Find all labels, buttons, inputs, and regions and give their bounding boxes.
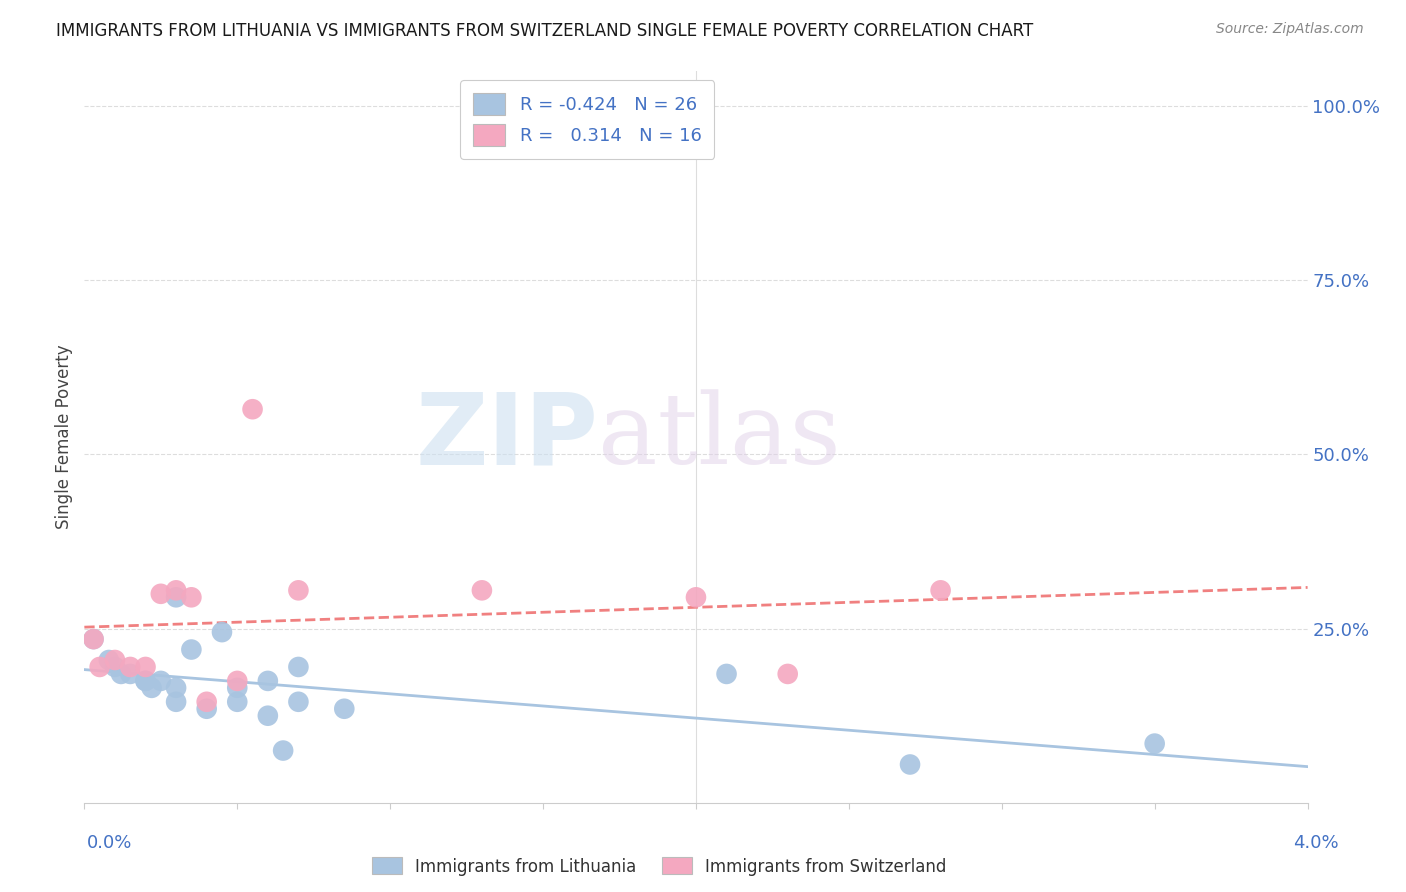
Point (776, 667, 799, 681)
Point (195, 702, 218, 716)
Point (135, 660, 157, 674)
Point (257, 673, 280, 688)
Point (165, 681, 187, 695)
Point (257, 708, 280, 723)
Point (226, 673, 249, 688)
Point (271, 743, 294, 757)
Point (211, 625, 233, 640)
Point (120, 660, 142, 674)
Point (287, 583, 309, 598)
Text: 0.0%: 0.0% (87, 834, 132, 852)
Point (104, 653, 127, 667)
Text: 4.0%: 4.0% (1294, 834, 1339, 852)
Point (89, 660, 111, 674)
Point (180, 642, 202, 657)
Point (195, 695, 218, 709)
Text: Source: ZipAtlas.com: Source: ZipAtlas.com (1216, 22, 1364, 37)
Point (226, 695, 249, 709)
Point (180, 591, 202, 605)
Point (165, 591, 187, 605)
Y-axis label: Single Female Poverty: Single Female Poverty (55, 345, 73, 529)
Point (165, 583, 187, 598)
Point (471, 583, 494, 598)
Point (120, 667, 142, 681)
Point (242, 402, 264, 417)
Point (287, 695, 309, 709)
Point (929, 583, 952, 598)
Point (898, 757, 921, 772)
Point (135, 673, 157, 688)
Point (333, 702, 356, 716)
Point (149, 587, 172, 601)
Point (149, 673, 172, 688)
Point (1143, 737, 1166, 751)
Point (110, 667, 132, 681)
Point (287, 660, 309, 674)
Point (104, 660, 127, 674)
Point (716, 667, 738, 681)
Text: atlas: atlas (598, 389, 841, 485)
Point (83, 632, 105, 646)
Point (685, 591, 707, 605)
Legend: Immigrants from Lithuania, Immigrants from Switzerland: Immigrants from Lithuania, Immigrants fr… (366, 851, 953, 882)
Point (226, 681, 249, 695)
Point (165, 695, 187, 709)
Point (141, 681, 163, 695)
Text: ZIP: ZIP (415, 389, 598, 485)
Text: IMMIGRANTS FROM LITHUANIA VS IMMIGRANTS FROM SWITZERLAND SINGLE FEMALE POVERTY C: IMMIGRANTS FROM LITHUANIA VS IMMIGRANTS … (56, 22, 1033, 40)
Point (135, 673, 157, 688)
Point (83, 632, 105, 646)
Point (97, 653, 120, 667)
